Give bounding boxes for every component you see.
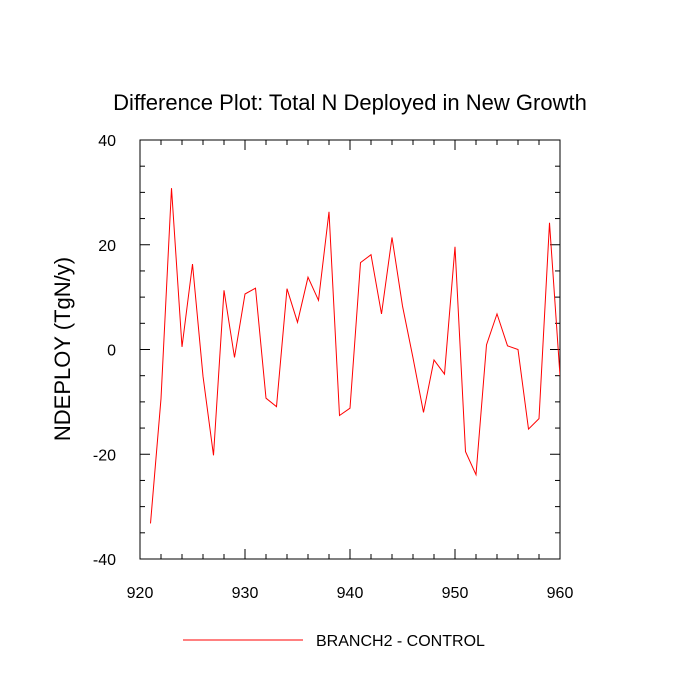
x-tick-label: 920 [127,585,154,602]
y-tick-label: 20 [98,238,116,255]
y-tick-label: 40 [98,133,116,150]
axis-tick-labels: 920 930 940 950 960 -40 -20 0 20 40 [93,133,574,602]
axis-ticks [139,139,561,560]
y-tick-label: -20 [93,447,116,464]
y-tick-label: 0 [107,343,116,360]
series-group [150,188,560,524]
x-tick-label: 950 [442,585,469,602]
plot-frame [139,139,561,560]
legend-label: BRANCH2 - CONTROL [316,633,485,650]
series-line [150,188,560,524]
y-tick-label: -40 [93,552,116,569]
x-tick-label: 960 [547,585,574,602]
y-axis-label: NDEPLOY (TgN/y) [50,257,75,441]
x-tick-label: 930 [232,585,259,602]
x-tick-label: 940 [337,585,364,602]
chart-title: Difference Plot: Total N Deployed in New… [113,90,587,115]
